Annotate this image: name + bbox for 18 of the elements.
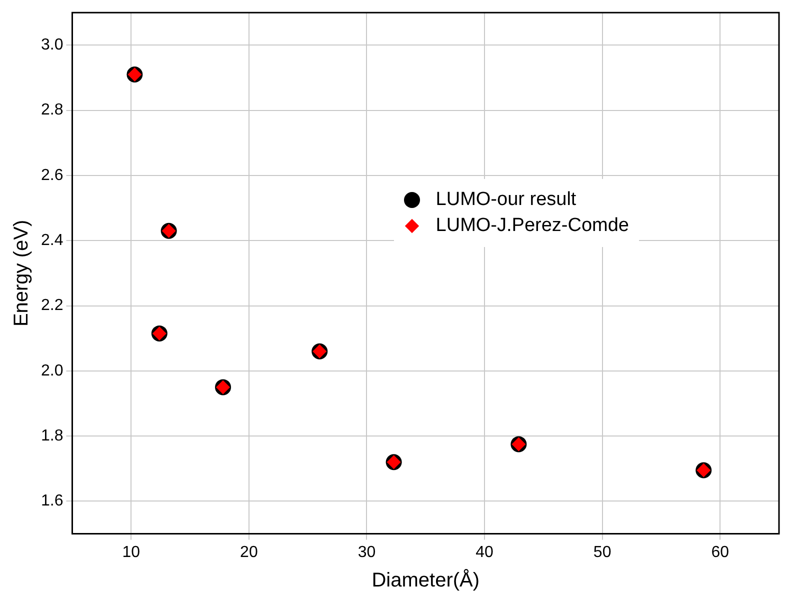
y-axis-title: Energy (eV)	[10, 220, 33, 327]
y-tick-label: 2.4	[40, 232, 64, 250]
y-tick-label: 1.6	[40, 492, 64, 510]
x-tick-label: 30	[358, 544, 376, 561]
y-tick-label: 2.8	[40, 102, 64, 119]
x-tick-label: 40	[476, 544, 494, 561]
x-tick-label: 60	[711, 544, 730, 561]
x-tick-label: 50	[593, 544, 612, 561]
x-tick-label: 20	[240, 544, 258, 561]
legend-label: LUMO-our result	[436, 189, 576, 212]
y-tick-label: 1.8	[40, 427, 64, 444]
x-tick-label: 10	[122, 544, 140, 561]
x-axis-title: Diameter(Å)	[372, 568, 480, 592]
y-tick-label: 2.2	[40, 297, 64, 314]
y-tick-label: 2.6	[40, 166, 64, 184]
legend-label: LUMO-J.Perez-Comde	[436, 215, 629, 238]
y-tick-label: 2.0	[40, 362, 64, 380]
y-tick-label: 3.0	[40, 36, 64, 54]
